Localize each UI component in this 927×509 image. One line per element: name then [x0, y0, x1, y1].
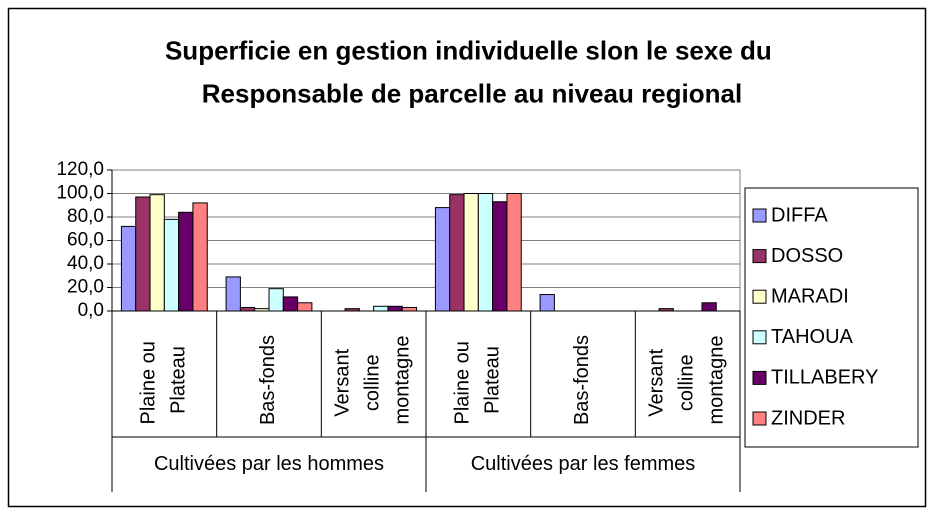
- bar: [149, 194, 165, 312]
- bar: [539, 294, 555, 312]
- y-tick-label: 0,0: [78, 300, 104, 321]
- bar: [239, 306, 256, 312]
- bar: [463, 193, 479, 312]
- y-tick-label: 60,0: [67, 230, 104, 251]
- bar: [387, 305, 403, 312]
- legend-label: MARADI: [771, 285, 849, 307]
- x-tick-label: Bas-fonds: [571, 335, 593, 425]
- bar: [492, 201, 508, 312]
- text-line: Superficie en gestion individuelle slon …: [165, 35, 779, 65]
- x-tick-label: Plaine ou Plateau: [138, 336, 190, 425]
- y-tick-label: 20,0: [67, 277, 104, 298]
- legend-label: DOSSO: [771, 245, 843, 267]
- bar: [282, 296, 299, 312]
- text-line: Plateau: [168, 346, 190, 414]
- legend-label: TILLABERY: [771, 367, 878, 389]
- bar: [135, 196, 151, 312]
- bar: [297, 302, 313, 312]
- y-tick-label: 120,0: [56, 159, 104, 180]
- text-line: Plaine ou: [138, 336, 160, 425]
- bar: [192, 202, 208, 312]
- text-line: Versant: [646, 343, 668, 416]
- text-line: Bas-fonds: [257, 335, 279, 425]
- bar: [225, 276, 241, 312]
- chart-title: Superficie en gestion individuelle slon …: [165, 35, 779, 108]
- x-tick-label: Bas-fonds: [257, 335, 279, 425]
- legend-swatch: [752, 249, 767, 264]
- legend-label: DIFFA: [771, 204, 828, 226]
- text-line: Versant: [332, 343, 354, 416]
- bar: [449, 194, 465, 312]
- bar: [658, 308, 674, 312]
- legend-label: TAHOUA: [771, 326, 854, 348]
- bar: [163, 218, 180, 312]
- bar: [268, 288, 284, 312]
- legend-box: [744, 187, 919, 448]
- text-line: colline: [362, 349, 384, 411]
- legend-label: ZINDER: [771, 407, 845, 429]
- x-tick-label: Versant colline montagne: [646, 336, 728, 425]
- bar: [477, 193, 494, 312]
- text-line: montagne: [706, 336, 728, 425]
- x-tick-label: Versant colline montagne: [332, 336, 414, 425]
- group-label: Cultivées par les hommes: [154, 453, 384, 475]
- bar: [506, 193, 522, 312]
- legend-swatch: [752, 411, 767, 426]
- y-tick-label: 80,0: [67, 206, 104, 227]
- text-line: colline: [676, 349, 698, 411]
- x-tick-label: Plaine ou Plateau: [452, 336, 504, 425]
- bar: [254, 308, 270, 312]
- bar: [701, 302, 717, 312]
- group-label: Cultivées par les femmes: [471, 453, 696, 475]
- text-line: Responsable de parcelle au niveau region…: [202, 78, 742, 108]
- text-line: Plaine ou: [452, 336, 474, 425]
- legend-swatch: [752, 289, 767, 304]
- text-line: Plateau: [482, 346, 504, 414]
- text-line: montagne: [392, 336, 414, 425]
- legend-swatch: [752, 370, 767, 385]
- bar: [401, 306, 418, 312]
- bar: [344, 308, 360, 312]
- bar: [373, 305, 389, 312]
- bar: [120, 225, 137, 312]
- y-tick-label: 40,0: [67, 253, 104, 274]
- text-line: Bas-fonds: [571, 335, 593, 425]
- legend-swatch: [752, 208, 767, 223]
- legend-swatch: [752, 330, 767, 345]
- y-tick-label: 100,0: [56, 183, 104, 204]
- bar: [178, 211, 194, 312]
- bar: [434, 207, 451, 312]
